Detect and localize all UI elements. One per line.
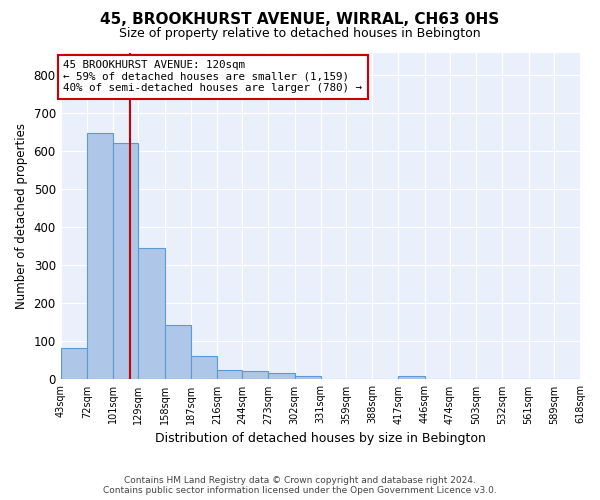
Text: Size of property relative to detached houses in Bebington: Size of property relative to detached ho… [119,28,481,40]
Bar [191,356,217,380]
Bar [164,324,191,380]
Bar [61,348,87,380]
X-axis label: Distribution of detached houses by size in Bebington: Distribution of detached houses by size … [155,432,486,445]
Bar [268,373,295,380]
Bar [87,133,113,380]
Bar [242,371,268,380]
Text: 45 BROOKHURST AVENUE: 120sqm
← 59% of detached houses are smaller (1,159)
40% of: 45 BROOKHURST AVENUE: 120sqm ← 59% of de… [64,60,362,94]
Bar [295,376,321,380]
Text: Contains HM Land Registry data © Crown copyright and database right 2024.
Contai: Contains HM Land Registry data © Crown c… [103,476,497,495]
Bar [113,142,139,380]
Bar [139,248,164,380]
Bar [398,376,425,380]
Text: 45, BROOKHURST AVENUE, WIRRAL, CH63 0HS: 45, BROOKHURST AVENUE, WIRRAL, CH63 0HS [100,12,500,28]
Bar [217,370,242,380]
Y-axis label: Number of detached properties: Number of detached properties [15,123,28,309]
